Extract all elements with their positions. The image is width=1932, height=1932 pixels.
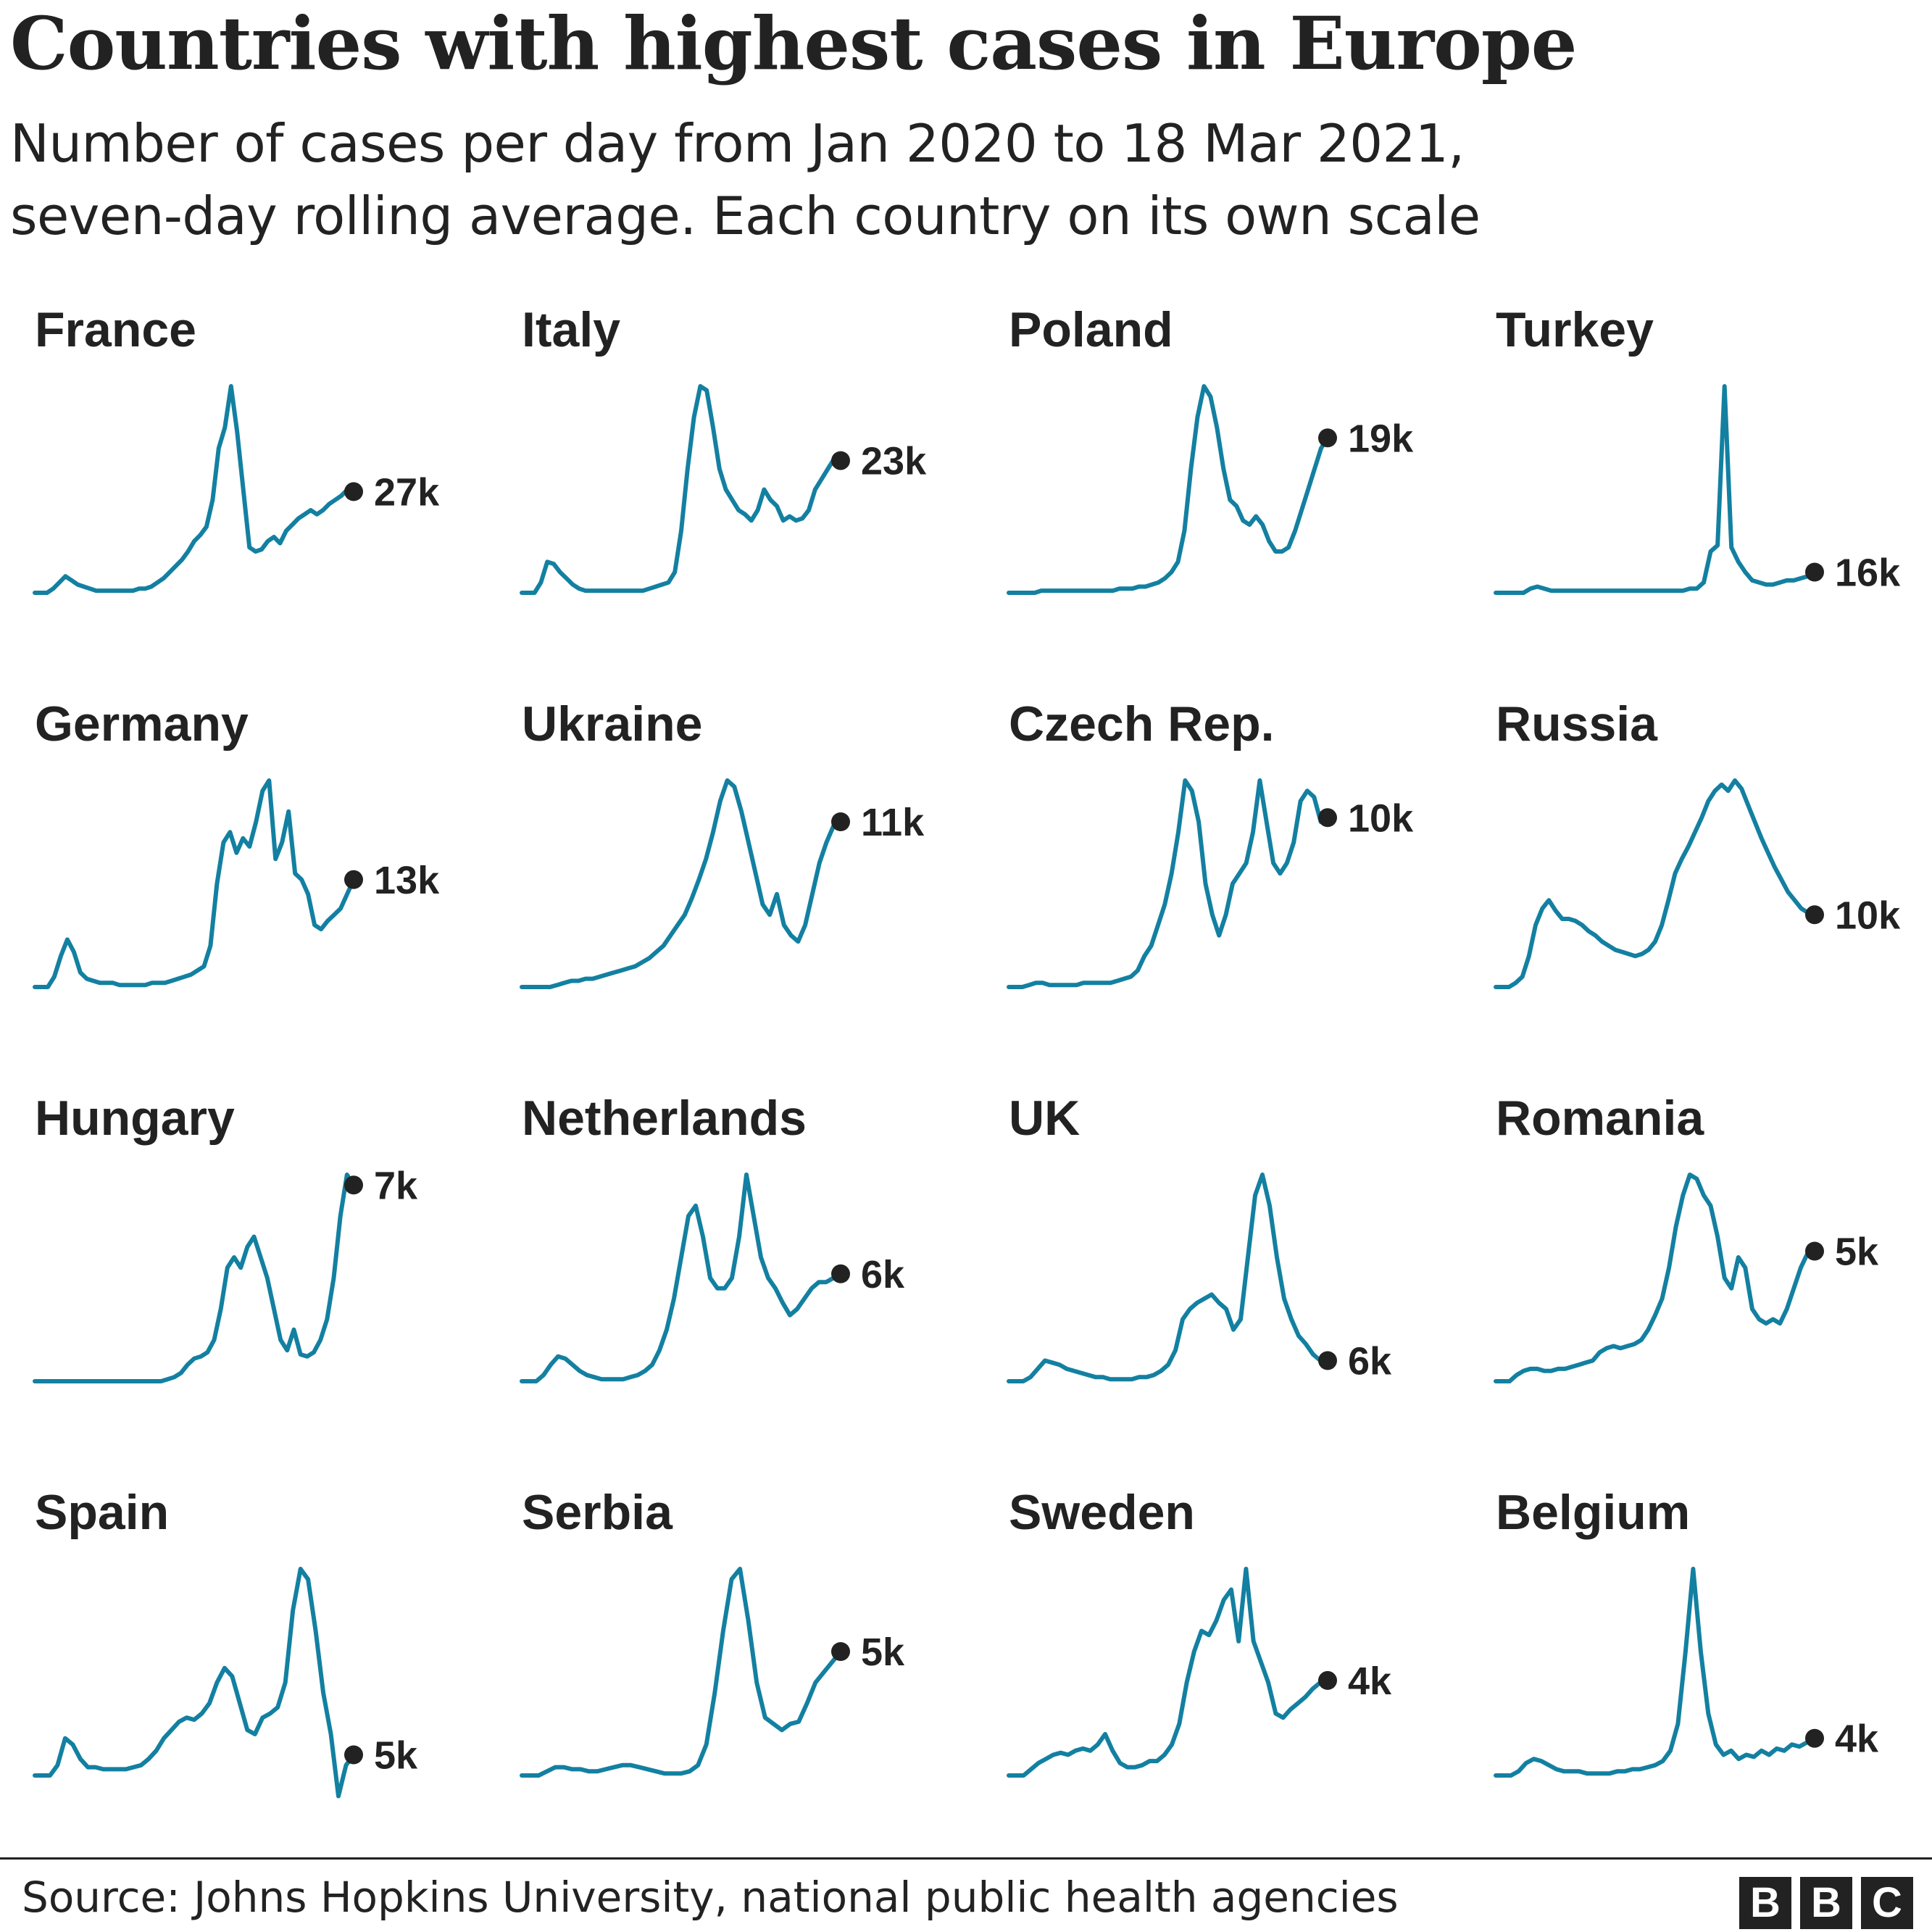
country-name: Russia: [1496, 696, 1658, 751]
logo-letter-b2: B: [1800, 1877, 1852, 1929]
latest-point: [344, 1175, 363, 1195]
logo-letter-c: C: [1861, 1877, 1913, 1929]
country-name: Italy: [522, 302, 620, 357]
panel-russia: Russia 10k: [1494, 696, 1901, 989]
latest-value-label: 10k: [1348, 796, 1414, 840]
country-name: Germany: [35, 696, 249, 751]
latest-point: [1318, 808, 1337, 828]
latest-point: [1805, 905, 1824, 925]
panel-spain: Spain 5k: [33, 1485, 418, 1799]
panel-uk: UK 6k: [1007, 1091, 1392, 1383]
series-line: [1494, 1567, 1817, 1778]
latest-value-label: 5k: [374, 1734, 418, 1778]
latest-value-label: 27k: [374, 470, 440, 514]
latest-point: [831, 451, 850, 470]
bbc-logo: B B C: [1739, 1877, 1913, 1929]
series-line: [520, 1567, 843, 1778]
small-multiples-grid: France 27k Italy 23k Poland 19k Turkey 16k Germa…: [33, 302, 1901, 1799]
latest-value-label: 11k: [861, 801, 925, 844]
country-name: France: [35, 302, 196, 357]
series-line: [33, 1567, 356, 1799]
latest-value-label: 6k: [861, 1253, 905, 1296]
latest-value-label: 5k: [861, 1631, 905, 1674]
panel-ukraine: Ukraine 11k: [520, 696, 925, 989]
series-line: [520, 384, 843, 595]
panel-hungary: Hungary 7k: [33, 1091, 418, 1383]
latest-value-label: 7k: [374, 1164, 418, 1207]
series-line: [520, 778, 843, 989]
series-line: [33, 778, 356, 989]
country-name: Sweden: [1009, 1485, 1195, 1540]
latest-value-label: 16k: [1835, 551, 1901, 595]
panel-czech-rep: Czech Rep. 10k: [1007, 696, 1414, 989]
latest-value-label: 13k: [374, 859, 440, 902]
latest-value-label: 4k: [1348, 1660, 1392, 1703]
panel-netherlands: Netherlands 6k: [520, 1091, 905, 1383]
series-line: [1007, 384, 1330, 595]
series-line: [520, 1173, 843, 1383]
panel-italy: Italy 23k: [520, 302, 927, 595]
country-name: Belgium: [1496, 1485, 1690, 1540]
latest-point: [831, 1642, 850, 1661]
panel-poland: Poland 19k: [1007, 302, 1414, 595]
panel-france: France 27k: [33, 302, 440, 595]
country-name: Poland: [1009, 302, 1173, 357]
latest-point: [344, 870, 363, 889]
latest-point: [1805, 562, 1824, 582]
source-note: Source: Johns Hopkins University, nation…: [22, 1873, 1399, 1922]
panel-turkey: Turkey 16k: [1494, 302, 1901, 595]
panel-germany: Germany 13k: [33, 696, 440, 989]
latest-value-label: 6k: [1348, 1340, 1392, 1383]
series-line: [33, 384, 356, 595]
country-name: Turkey: [1496, 302, 1654, 357]
country-name: Spain: [35, 1485, 169, 1540]
series-line: [1494, 1173, 1817, 1383]
panel-serbia: Serbia 5k: [520, 1485, 905, 1778]
panel-sweden: Sweden 4k: [1007, 1485, 1392, 1778]
latest-point: [1805, 1728, 1824, 1748]
series-line: [33, 1173, 356, 1383]
latest-point: [344, 482, 363, 501]
latest-point: [344, 1745, 363, 1765]
logo-letter-b1: B: [1739, 1877, 1791, 1929]
latest-point: [1318, 1351, 1337, 1370]
subtitle-line-2: seven-day rolling average. Each country …: [10, 186, 1481, 246]
country-name: Ukraine: [522, 696, 702, 751]
latest-value-label: 4k: [1835, 1717, 1879, 1761]
latest-value-label: 23k: [861, 440, 927, 483]
latest-value-label: 5k: [1835, 1231, 1879, 1274]
country-name: Romania: [1496, 1091, 1704, 1146]
panel-belgium: Belgium 4k: [1494, 1485, 1879, 1778]
latest-point: [1318, 428, 1337, 448]
latest-point: [831, 1264, 850, 1283]
country-name: Czech Rep.: [1009, 696, 1275, 751]
series-line: [1494, 384, 1817, 595]
latest-point: [1318, 1670, 1337, 1690]
series-line: [1007, 1567, 1330, 1778]
footer-divider: [0, 1857, 1932, 1860]
series-line: [1007, 778, 1330, 989]
chart-subtitle: Number of cases per day from Jan 2020 to…: [10, 107, 1909, 252]
latest-value-label: 10k: [1835, 894, 1901, 937]
series-line: [1494, 778, 1817, 989]
country-name: Hungary: [35, 1091, 235, 1146]
series-line: [1007, 1173, 1330, 1383]
latest-point: [1805, 1241, 1824, 1261]
country-name: Serbia: [522, 1485, 673, 1540]
latest-value-label: 19k: [1348, 417, 1414, 460]
latest-point: [831, 812, 850, 831]
chart-title: Countries with highest cases in Europe: [10, 1, 1577, 86]
subtitle-line-1: Number of cases per day from Jan 2020 to…: [10, 113, 1465, 174]
country-name: UK: [1009, 1091, 1080, 1146]
country-name: Netherlands: [522, 1091, 807, 1146]
panel-romania: Romania 5k: [1494, 1091, 1879, 1383]
